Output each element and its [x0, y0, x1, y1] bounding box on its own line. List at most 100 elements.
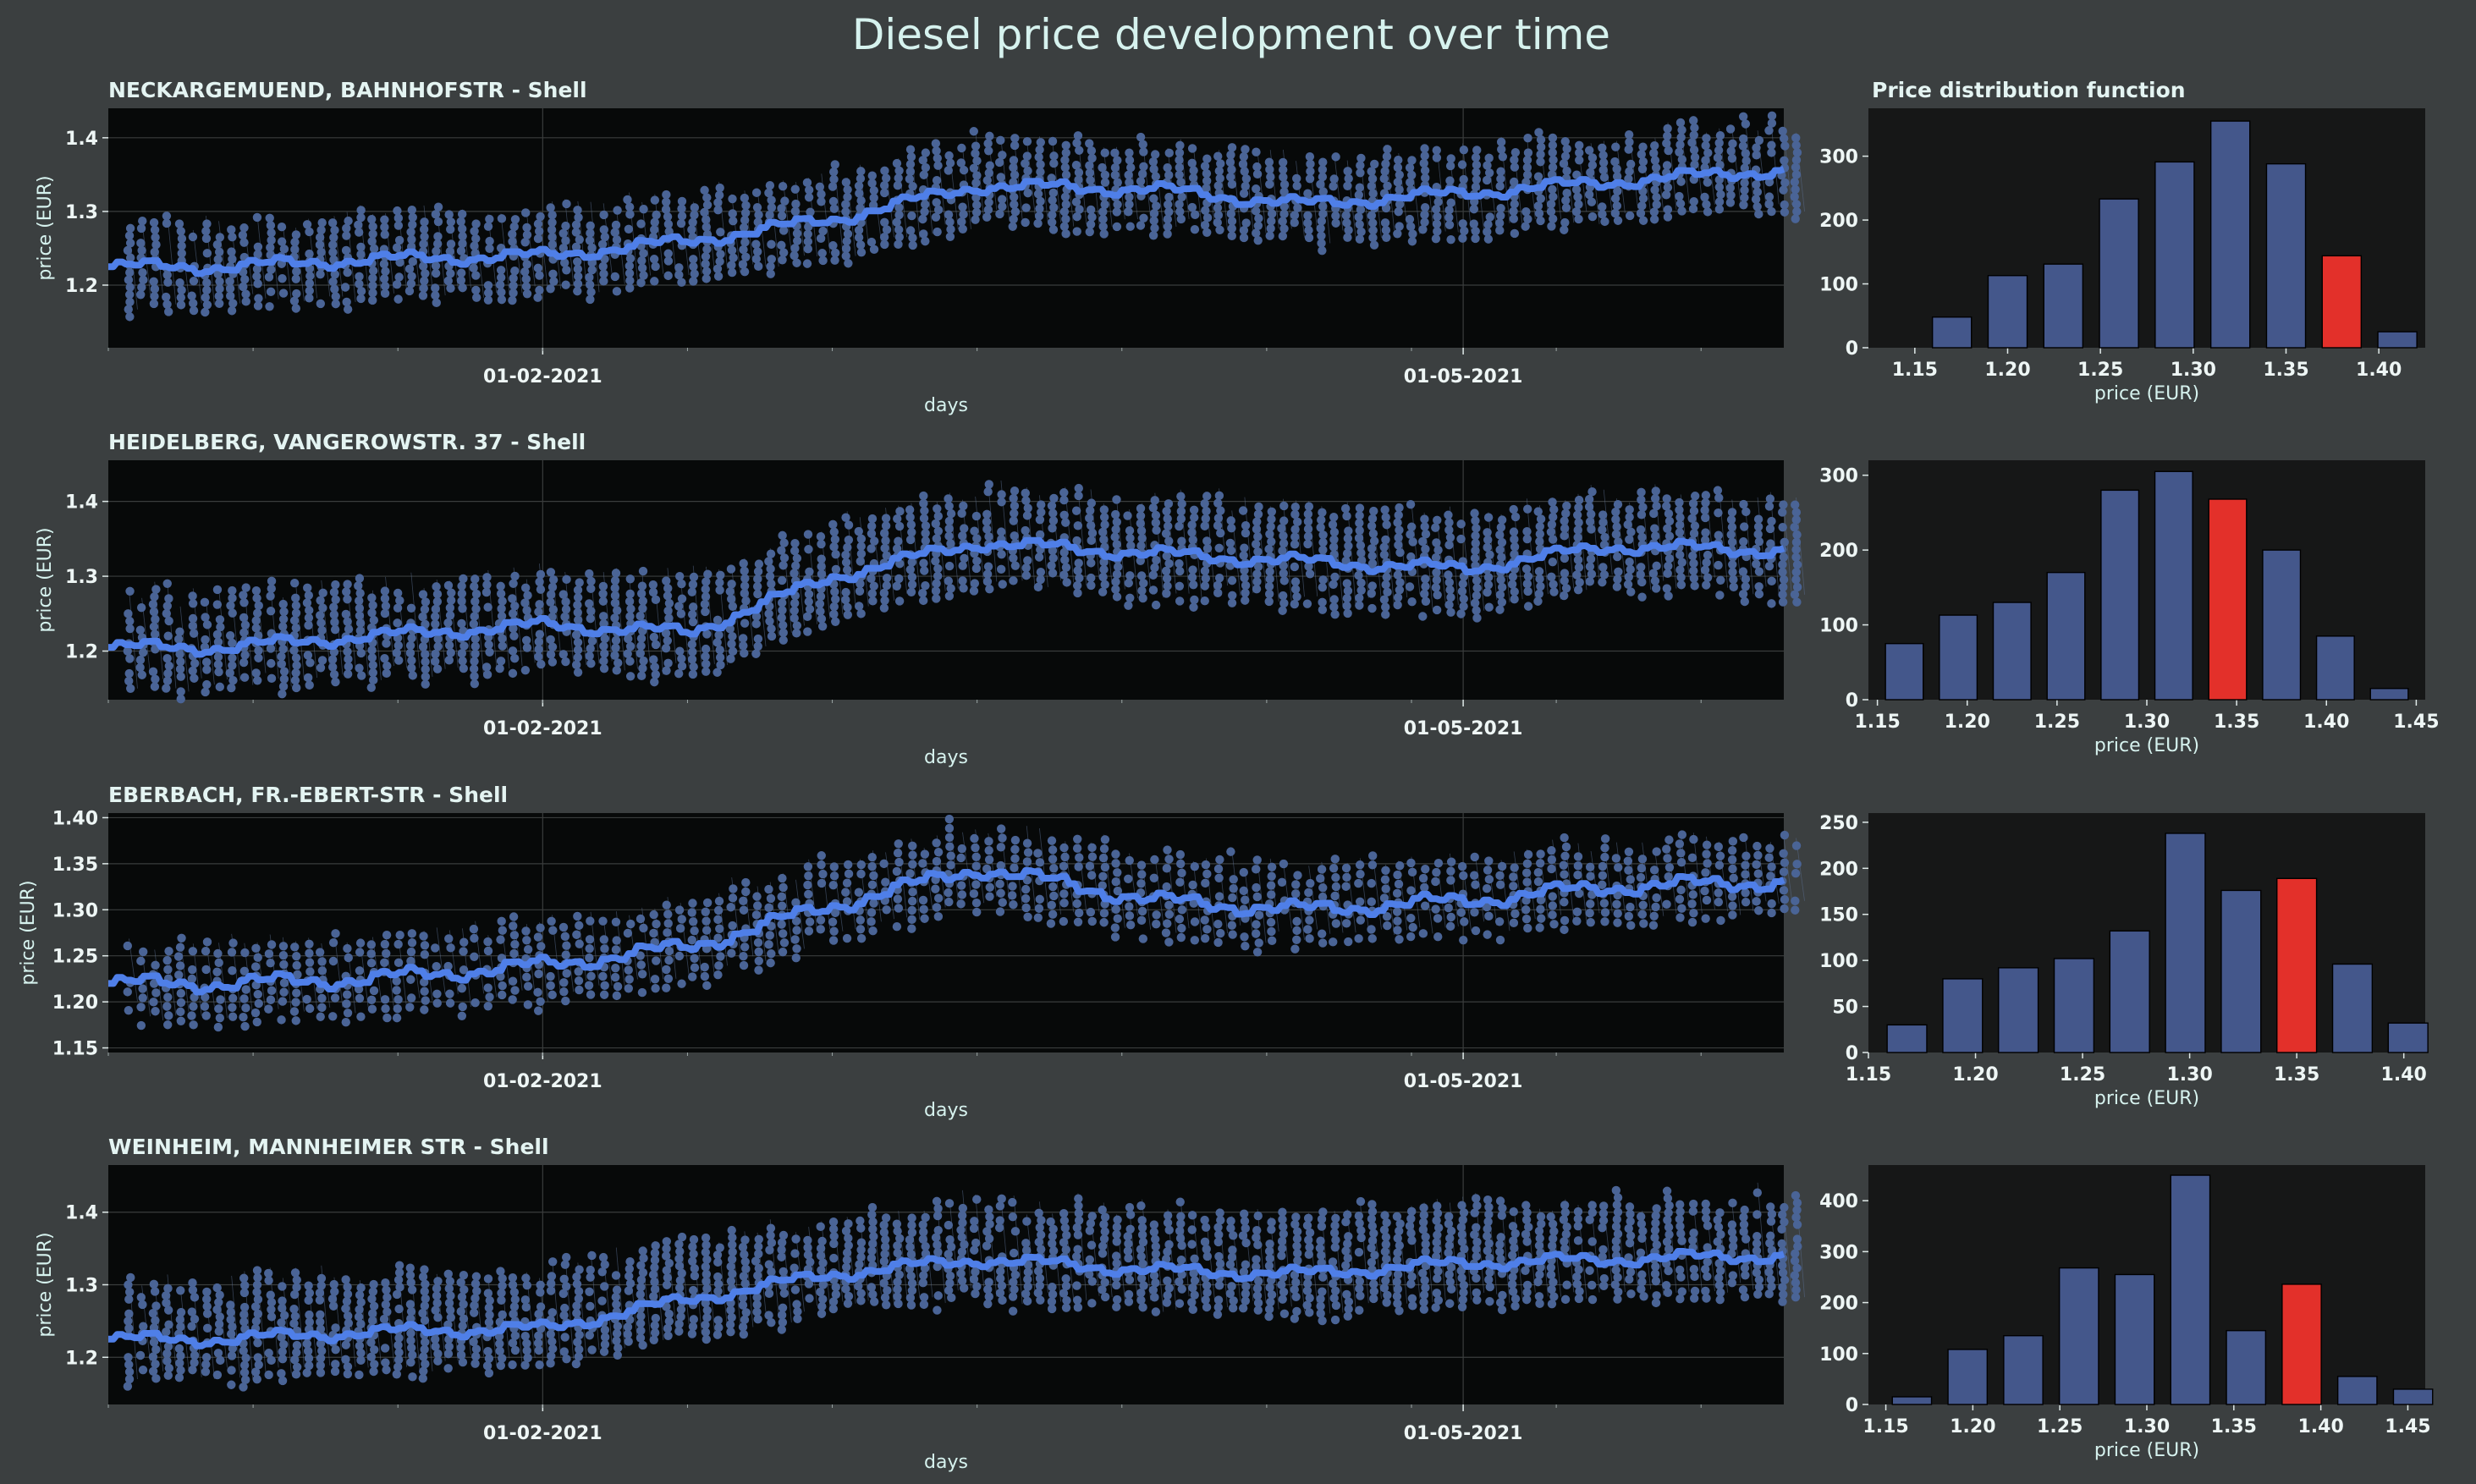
raw-price-point: [1087, 581, 1095, 590]
raw-price-point: [856, 587, 864, 596]
raw-price-point: [561, 1333, 569, 1341]
raw-price-point: [355, 966, 364, 975]
raw-price-point: [1010, 486, 1019, 495]
raw-price-point: [1164, 559, 1173, 568]
raw-price-point: [1444, 206, 1453, 214]
raw-price-point: [1728, 846, 1736, 855]
raw-price-point: [715, 585, 724, 594]
raw-price-point: [330, 285, 338, 294]
raw-price-point: [1498, 862, 1506, 871]
raw-price-point: [357, 671, 366, 679]
raw-price-point: [240, 948, 249, 957]
raw-price-point: [1663, 525, 1671, 533]
raw-price-point: [316, 300, 325, 308]
raw-price-point: [406, 228, 415, 236]
raw-price-point: [1690, 574, 1698, 582]
raw-price-point: [1665, 554, 1674, 563]
raw-price-point: [305, 228, 313, 236]
raw-price-point: [509, 912, 518, 921]
raw-price-point: [905, 513, 914, 521]
raw-price-point: [1767, 599, 1775, 607]
raw-price-point: [869, 871, 878, 880]
raw-price-point: [264, 1269, 272, 1278]
raw-price-point: [816, 600, 824, 608]
raw-price-point: [1059, 899, 1068, 907]
raw-price-point: [267, 674, 276, 683]
raw-price-point: [972, 899, 981, 907]
raw-price-point: [599, 657, 608, 665]
raw-price-point: [1495, 605, 1504, 613]
raw-price-point: [626, 590, 635, 598]
raw-price-point: [715, 925, 724, 933]
raw-price-point: [201, 635, 209, 644]
raw-price-point: [1137, 571, 1146, 580]
raw-price-point: [344, 1009, 352, 1017]
raw-price-point: [201, 613, 209, 621]
raw-price-point: [470, 672, 478, 680]
raw-price-point: [1791, 134, 1800, 142]
raw-price-point: [945, 833, 954, 842]
raw-price-point: [1394, 533, 1402, 541]
raw-price-point: [1637, 488, 1645, 497]
raw-price-point: [484, 1002, 492, 1010]
raw-price-point: [1318, 157, 1327, 166]
raw-price-point: [946, 159, 955, 168]
raw-price-point: [907, 520, 916, 529]
raw-price-point: [267, 940, 276, 948]
raw-price-point: [1601, 908, 1609, 916]
raw-price-point: [510, 1288, 519, 1296]
raw-price-point: [1395, 207, 1403, 216]
raw-price-point: [421, 950, 429, 959]
raw-price-point: [945, 591, 954, 600]
raw-price-point: [1495, 530, 1504, 539]
raw-price-point: [1125, 534, 1134, 542]
raw-price-point: [960, 524, 968, 532]
raw-price-point: [1036, 160, 1044, 168]
raw-price-point: [1329, 937, 1337, 946]
raw-price-point: [793, 554, 801, 563]
raw-price-point: [906, 565, 915, 574]
raw-price-point: [1780, 134, 1788, 142]
raw-price-point: [792, 926, 801, 934]
raw-price-point: [1318, 598, 1326, 607]
raw-price-point: [932, 586, 940, 595]
raw-price-point: [843, 185, 851, 194]
raw-price-point: [919, 492, 927, 500]
raw-price-point: [1380, 550, 1389, 558]
raw-price-point: [459, 641, 468, 650]
raw-price-point: [509, 1273, 517, 1282]
raw-price-point: [996, 136, 1004, 145]
raw-price-point: [639, 657, 647, 665]
raw-price-point: [650, 255, 658, 263]
raw-price-point: [777, 920, 785, 928]
raw-price-point: [1614, 863, 1622, 871]
raw-price-point: [1329, 536, 1338, 544]
raw-price-point: [1714, 530, 1723, 539]
raw-price-point: [767, 549, 775, 558]
raw-price-point: [367, 684, 376, 692]
raw-price-point: [1470, 219, 1478, 228]
raw-price-point: [1367, 522, 1376, 530]
raw-price-point: [637, 1276, 646, 1284]
raw-price-point: [1394, 541, 1402, 549]
raw-price-point: [1676, 849, 1685, 857]
raw-price-point: [817, 249, 826, 257]
raw-price-point: [1688, 918, 1697, 926]
raw-price-point: [778, 874, 786, 882]
raw-price-point: [753, 582, 762, 591]
raw-price-point: [649, 929, 658, 937]
raw-price-point: [189, 614, 197, 623]
raw-price-point: [1368, 860, 1377, 869]
raw-price-point: [1024, 848, 1032, 856]
raw-price-point: [1061, 518, 1070, 526]
raw-price-point: [163, 602, 172, 610]
raw-price-point: [1471, 853, 1479, 861]
raw-price-point: [394, 272, 403, 281]
raw-price-point: [393, 603, 402, 612]
raw-price-point: [1780, 867, 1788, 876]
raw-price-point: [561, 222, 569, 230]
raw-price-point: [228, 1003, 236, 1012]
raw-price-point: [201, 947, 210, 955]
raw-price-point: [1549, 535, 1557, 543]
raw-price-point: [726, 655, 735, 663]
